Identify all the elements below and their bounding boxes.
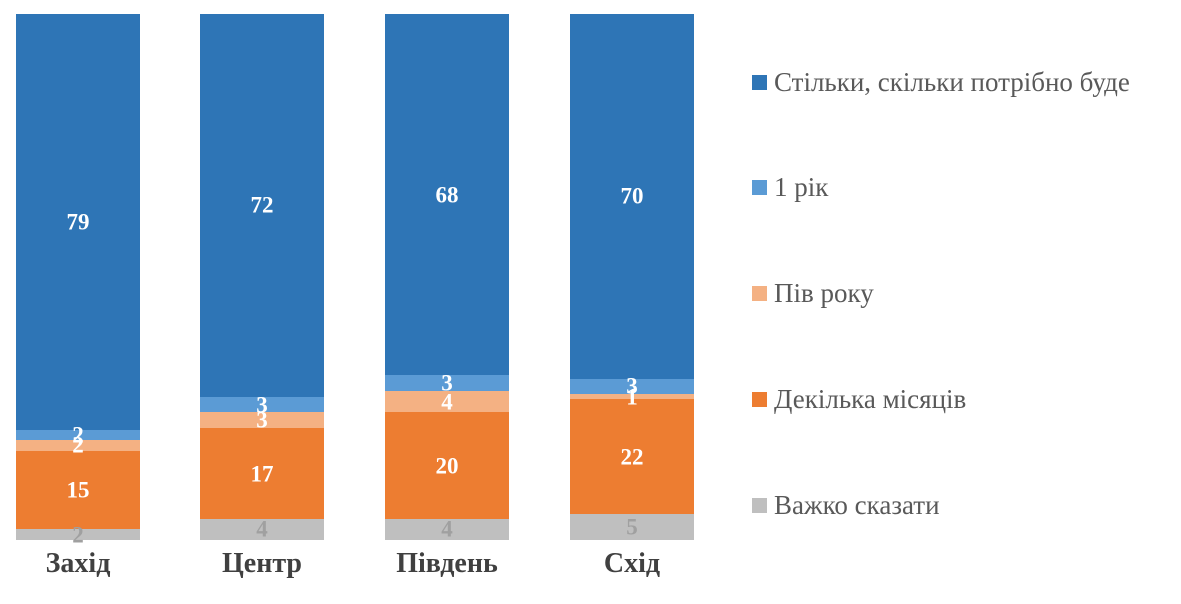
bar-segment-series-5: 5 bbox=[570, 513, 694, 540]
category-label-3: Південь bbox=[396, 548, 498, 579]
segment-value-label: 17 bbox=[250, 461, 274, 487]
legend-label: Стільки, скільки потрібно буде bbox=[774, 66, 1130, 97]
legend-label: Декілька місяців bbox=[774, 383, 967, 414]
legend-swatch-icon bbox=[752, 74, 767, 90]
bar-segment-series-3: 1 bbox=[570, 385, 694, 408]
bar-segment-series-3: 4 bbox=[385, 389, 509, 415]
bar-segment-series-5: 4 bbox=[385, 516, 509, 542]
stacked-bar-2: 72 3 3 17 4 bbox=[200, 14, 324, 542]
legend-label: 1 рік bbox=[774, 172, 829, 203]
stacked-bar-4: 70 3 1 22 5 bbox=[570, 14, 694, 540]
bar-segment-series-2: 3 bbox=[570, 375, 694, 398]
legend-swatch-icon bbox=[752, 180, 767, 196]
bar-segment-series-3: 3 bbox=[200, 409, 324, 432]
bar-segment-series-4: 15 bbox=[16, 450, 140, 530]
bar-segment-series-2: 3 bbox=[200, 393, 324, 416]
stacked-bar-1: 79 2 2 15 2 bbox=[16, 14, 140, 546]
category-label-4: Схід bbox=[603, 548, 661, 579]
segment-value-label: 3 bbox=[441, 370, 453, 396]
segment-value-label: 1 bbox=[626, 384, 638, 410]
category-label-2: Центр bbox=[221, 548, 303, 579]
legend-item-4: Декілька місяців bbox=[752, 383, 1177, 415]
segment-value-label: 4 bbox=[441, 389, 453, 415]
bar-segment-series-2: 3 bbox=[385, 372, 509, 395]
legend-swatch-icon bbox=[752, 286, 767, 301]
segment-value-label: 5 bbox=[626, 514, 638, 540]
segment-value-label: 3 bbox=[256, 407, 268, 433]
segment-value-label: 2 bbox=[72, 432, 84, 458]
bar-segment-series-4: 22 bbox=[570, 399, 694, 514]
legend-item-2: 1 рік bbox=[752, 172, 1177, 204]
legend-swatch-icon bbox=[752, 497, 767, 513]
segment-value-label: 2 bbox=[72, 422, 84, 448]
bar-segment-series-4: 20 bbox=[385, 412, 509, 519]
plot-area: 79 2 2 15 2 72 3 3 17 4 68 3 4 20 4 70 3 1 22 5 bbox=[16, 14, 694, 546]
segment-value-label: 72 bbox=[250, 192, 274, 218]
segment-value-label: 3 bbox=[626, 373, 638, 399]
segment-value-label: 70 bbox=[620, 183, 644, 209]
segment-value-label: 79 bbox=[66, 209, 90, 235]
segment-value-label: 2 bbox=[72, 522, 84, 548]
legend-item-1: Стільки, скільки потрібно буде bbox=[752, 66, 1177, 98]
bar-segment-series-4: 17 bbox=[200, 428, 324, 519]
stacked-bar-3: 68 3 4 20 4 bbox=[385, 14, 509, 542]
segment-value-label: 22 bbox=[620, 444, 644, 470]
bar-segment-series-1: 68 bbox=[385, 14, 509, 376]
bar-segment-series-1: 79 bbox=[16, 14, 140, 430]
category-labels: Захід Центр Південь Схід bbox=[16, 548, 694, 588]
bar-segment-series-2: 2 bbox=[16, 423, 140, 446]
segment-value-label: 3 bbox=[256, 392, 268, 417]
bar-segment-series-1: 70 bbox=[570, 14, 694, 379]
bar-segment-series-5: 2 bbox=[16, 523, 140, 546]
legend-item-5: Важко сказати bbox=[752, 489, 1177, 521]
segment-value-label: 20 bbox=[435, 453, 459, 479]
legend: Стільки, скільки потрібно буде 1 рік Пів р… bbox=[752, 66, 1177, 521]
bar-segment-series-1: 72 bbox=[200, 14, 324, 397]
bar-segment-series-3: 2 bbox=[16, 434, 140, 457]
legend-label: Важко сказати bbox=[774, 489, 940, 520]
legend-label: Пів року bbox=[774, 278, 874, 308]
legend-item-3: Пів року bbox=[752, 278, 1177, 310]
segment-value-label: 4 bbox=[441, 516, 453, 542]
segment-value-label: 15 bbox=[66, 477, 90, 503]
category-label-1: Захід bbox=[45, 548, 111, 579]
legend-swatch-icon bbox=[752, 391, 767, 407]
segment-value-label: 68 bbox=[435, 182, 459, 208]
segment-value-label: 4 bbox=[256, 516, 268, 542]
bar-segment-series-5: 4 bbox=[200, 516, 324, 542]
